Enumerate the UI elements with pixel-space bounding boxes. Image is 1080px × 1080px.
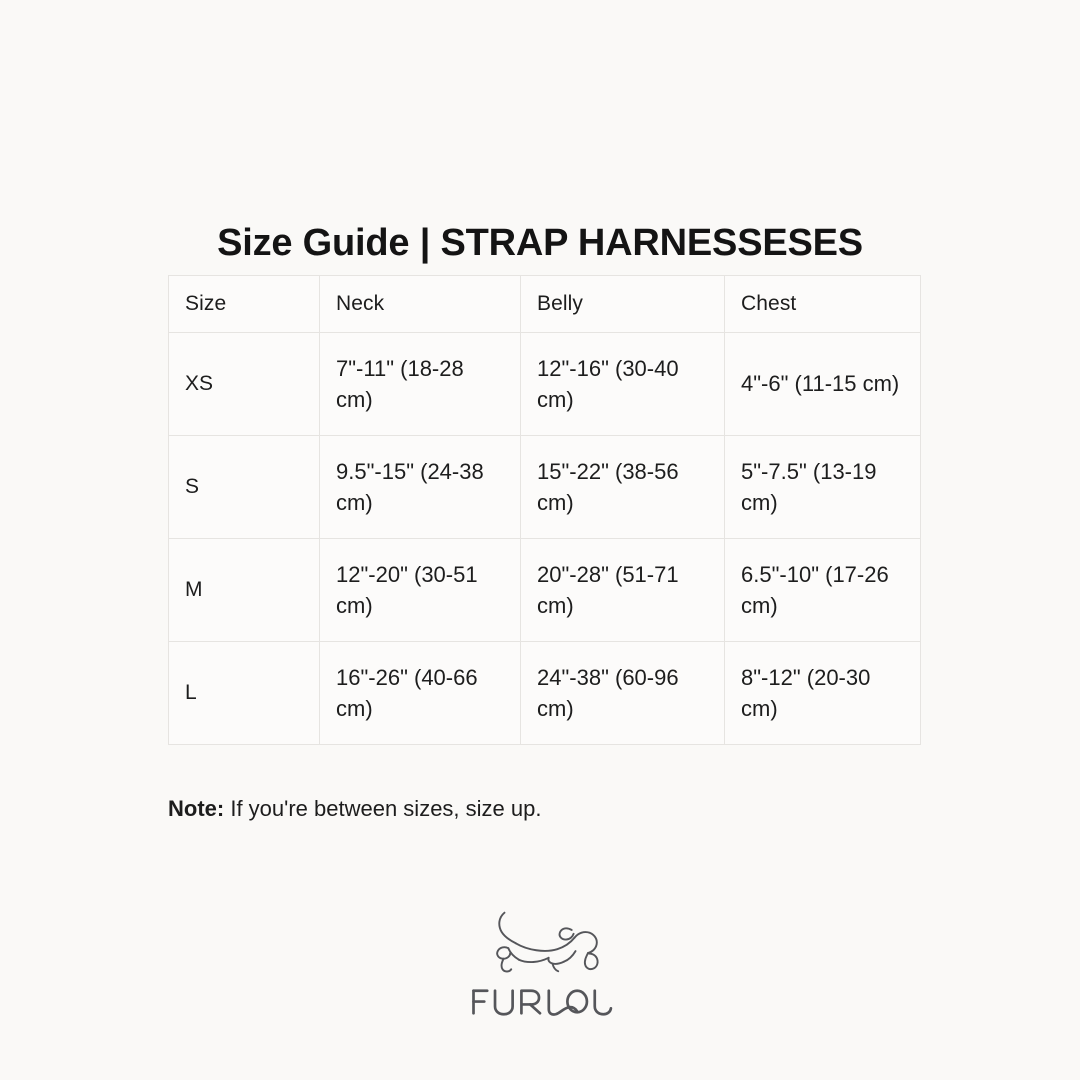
cell-chest: 8"-12" (20-30 cm)	[724, 641, 921, 745]
cell-chest: 4"-6" (11-15 cm)	[724, 332, 921, 436]
cell-neck: 12"-20" (30-51 cm)	[319, 538, 521, 642]
column-header-belly: Belly	[520, 275, 725, 333]
table-row: M 12"-20" (30-51 cm) 20"-28" (51-71 cm) …	[168, 538, 921, 642]
size-guide-table: Size Neck Belly Chest XS 7"-11" (18-28 c…	[168, 275, 921, 745]
cell-belly: 12"-16" (30-40 cm)	[520, 332, 725, 436]
cell-chest: 5"-7.5" (13-19 cm)	[724, 435, 921, 539]
size-note: Note: If you're between sizes, size up.	[168, 794, 541, 825]
column-header-chest: Chest	[724, 275, 921, 333]
cell-size: L	[168, 641, 320, 745]
cell-size: S	[168, 435, 320, 539]
cell-neck: 9.5"-15" (24-38 cm)	[319, 435, 521, 539]
brand-logo	[0, 905, 1080, 1025]
page-title: Size Guide | STRAP HARNESSESES	[217, 222, 863, 265]
table-row: L 16"-26" (40-66 cm) 24"-38" (60-96 cm) …	[168, 641, 921, 745]
cell-size: M	[168, 538, 320, 642]
cell-size: XS	[168, 332, 320, 436]
cell-neck: 16"-26" (40-66 cm)	[319, 641, 521, 745]
running-dachshund-icon	[496, 911, 599, 973]
furlou-wordmark	[472, 989, 613, 1016]
note-label: Note:	[168, 796, 225, 821]
column-header-neck: Neck	[319, 275, 521, 333]
cell-neck: 7"-11" (18-28 cm)	[319, 332, 521, 436]
table-row: XS 7"-11" (18-28 cm) 12"-16" (30-40 cm) …	[168, 332, 921, 436]
note-text: If you're between sizes, size up.	[224, 796, 542, 821]
table-row: S 9.5"-15" (24-38 cm) 15"-22" (38-56 cm)…	[168, 435, 921, 539]
table-header: Size Neck Belly Chest	[168, 275, 921, 333]
cell-belly: 20"-28" (51-71 cm)	[520, 538, 725, 642]
table-header-row: Size Neck Belly Chest	[168, 275, 921, 333]
table-body: XS 7"-11" (18-28 cm) 12"-16" (30-40 cm) …	[168, 332, 921, 745]
cell-chest: 6.5"-10" (17-26 cm)	[724, 538, 921, 642]
cell-belly: 24"-38" (60-96 cm)	[520, 641, 725, 745]
cell-belly: 15"-22" (38-56 cm)	[520, 435, 725, 539]
column-header-size: Size	[168, 275, 320, 333]
